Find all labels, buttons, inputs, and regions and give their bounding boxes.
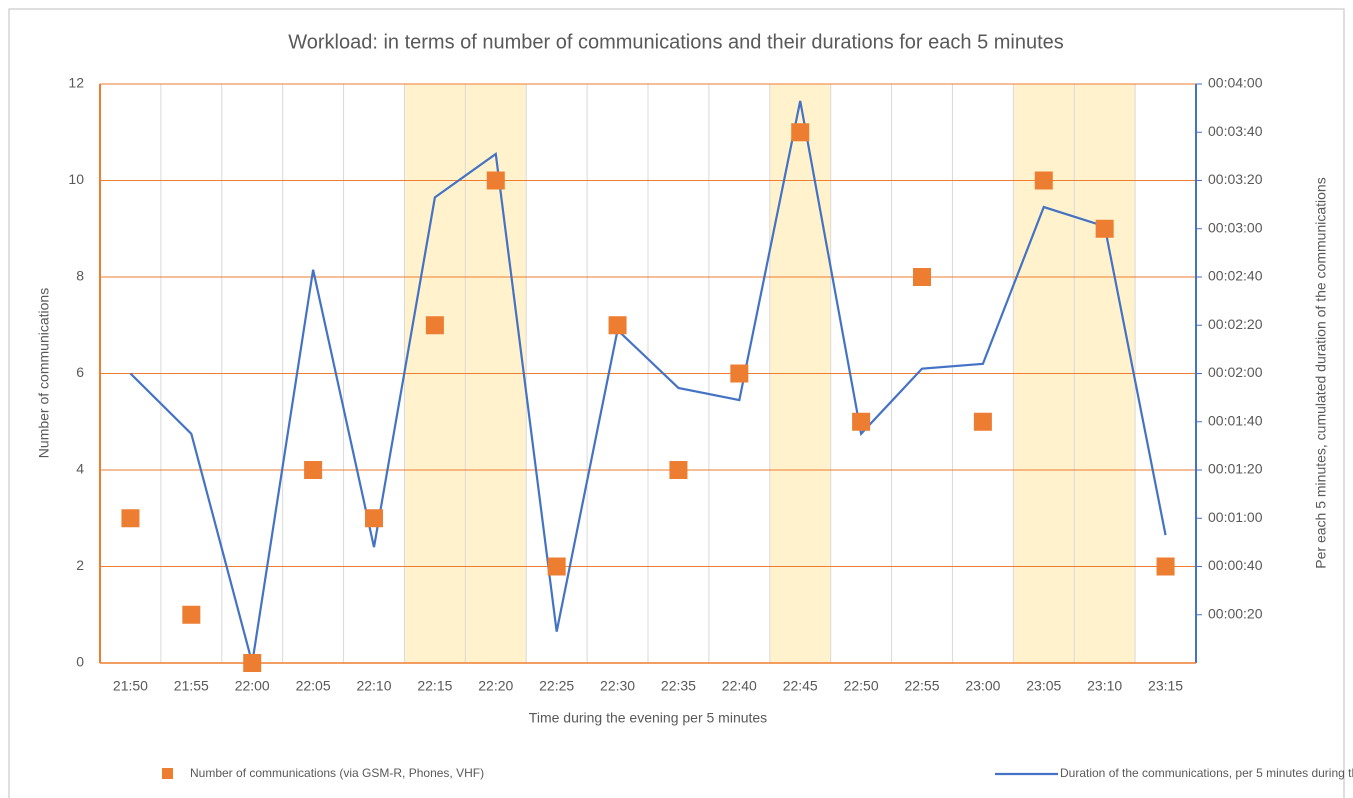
count-marker bbox=[669, 461, 688, 479]
y-tick-label: 2 bbox=[76, 557, 84, 573]
y2-tick-label: 00:02:40 bbox=[1208, 268, 1263, 284]
y2-tick-label: 00:00:40 bbox=[1208, 557, 1263, 573]
y-tick-label: 8 bbox=[76, 268, 84, 284]
y2-tick-label: 00:02:00 bbox=[1208, 364, 1263, 380]
x-tick-label: 22:40 bbox=[722, 678, 757, 694]
duration-line bbox=[129, 100, 1167, 664]
x-tick-label: 22:50 bbox=[844, 678, 879, 694]
count-marker bbox=[852, 412, 871, 431]
y2-tick-label: 00:01:00 bbox=[1208, 509, 1263, 525]
y-axis-title: Number of communications bbox=[36, 288, 52, 458]
x-tick-label: 22:05 bbox=[296, 678, 331, 694]
x-tick-label: 22:10 bbox=[356, 678, 391, 694]
y2-tick-label: 00:01:40 bbox=[1208, 412, 1263, 428]
count-marker bbox=[547, 557, 566, 576]
count-marker bbox=[973, 412, 992, 431]
count-marker bbox=[486, 171, 505, 190]
legend-label: Number of communications (via GSM-R, Pho… bbox=[190, 766, 484, 780]
count-marker bbox=[1095, 219, 1114, 238]
legend-label: Duration of the communications, per 5 mi… bbox=[1060, 766, 1353, 780]
count-marker bbox=[304, 461, 323, 479]
x-tick-label: 22:55 bbox=[904, 678, 939, 694]
y-tick-label: 4 bbox=[76, 461, 84, 477]
count-marker bbox=[121, 509, 140, 528]
x-tick-label: 23:15 bbox=[1148, 678, 1183, 694]
y2-tick-label: 00:00:20 bbox=[1208, 605, 1263, 621]
x-tick-label: 22:20 bbox=[478, 678, 513, 694]
x-tick-label: 21:55 bbox=[174, 678, 209, 694]
y2-tick-label: 00:02:20 bbox=[1208, 316, 1263, 332]
count-marker bbox=[365, 509, 383, 528]
y-tick-label: 0 bbox=[76, 654, 84, 670]
count-marker bbox=[243, 654, 262, 672]
y2-tick-label: 00:01:20 bbox=[1208, 461, 1263, 477]
x-tick-label: 22:30 bbox=[600, 678, 635, 694]
x-tick-label: 23:05 bbox=[1026, 678, 1061, 694]
x-tick-label: 23:10 bbox=[1087, 678, 1122, 694]
chart-title: Workload: in terms of number of communic… bbox=[288, 31, 1064, 53]
count-marker bbox=[1156, 557, 1175, 576]
y2-tick-label: 00:03:20 bbox=[1208, 171, 1263, 187]
y2-tick-label: 00:04:00 bbox=[1208, 75, 1263, 91]
x-tick-label: 22:25 bbox=[539, 678, 574, 694]
x-tick-label: 22:00 bbox=[235, 678, 270, 694]
x-tick-label: 22:15 bbox=[417, 678, 452, 694]
count-marker bbox=[425, 316, 444, 335]
x-tick-label: 23:00 bbox=[965, 678, 1000, 694]
count-marker bbox=[913, 268, 931, 286]
count-marker bbox=[730, 364, 749, 383]
y2-axis-title: Per each 5 minutes, cumulated duration o… bbox=[1313, 177, 1329, 568]
y-tick-label: 12 bbox=[68, 75, 84, 91]
y2-tick-label: 00:03:00 bbox=[1208, 219, 1263, 235]
y-tick-label: 10 bbox=[68, 171, 84, 187]
count-marker bbox=[608, 316, 627, 335]
x-tick-label: 22:45 bbox=[783, 678, 818, 694]
legend-marker bbox=[162, 768, 173, 779]
count-marker bbox=[791, 123, 810, 142]
x-axis-title: Time during the evening per 5 minutes bbox=[529, 710, 767, 726]
count-marker bbox=[1034, 171, 1053, 190]
count-marker bbox=[182, 605, 201, 624]
x-tick-label: 22:35 bbox=[661, 678, 696, 694]
y-tick-label: 6 bbox=[76, 364, 84, 380]
x-tick-label: 21:50 bbox=[113, 678, 148, 694]
y2-tick-label: 00:03:40 bbox=[1208, 123, 1263, 139]
